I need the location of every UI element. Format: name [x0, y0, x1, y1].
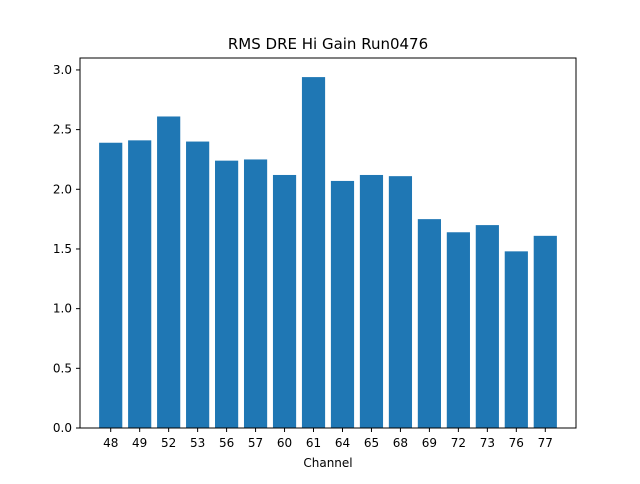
- bar-channel-57: [243, 159, 268, 428]
- x-tick-label: 73: [480, 436, 495, 450]
- bar-channel-76: [504, 251, 528, 428]
- y-tick-label: 2.5: [53, 123, 72, 137]
- bars-group: [99, 77, 557, 429]
- x-tick-label: 48: [103, 436, 118, 450]
- y-tick-label: 0.0: [53, 421, 72, 435]
- y-axis-ticks: 0.0 0.5 1.0 1.5 2.0 2.5 3.0: [53, 63, 80, 435]
- bar-channel-72: [446, 232, 470, 428]
- bar-channel-48: [99, 142, 123, 429]
- bar-channel-56: [215, 160, 239, 428]
- x-tick-label: 53: [190, 436, 205, 450]
- x-tick-label: 57: [248, 436, 263, 450]
- x-tick-label: 52: [161, 436, 176, 450]
- x-tick-label: 49: [132, 436, 147, 450]
- bar-channel-49: [128, 140, 152, 428]
- x-tick-label: 68: [393, 436, 408, 450]
- x-axis-label: Channel: [303, 456, 352, 470]
- bar-channel-64: [330, 180, 355, 428]
- y-tick-label: 1.0: [53, 302, 72, 316]
- bar-channel-61: [301, 77, 326, 428]
- x-tick-label: 65: [364, 436, 379, 450]
- y-tick-label: 2.0: [53, 182, 72, 196]
- bar-channel-68: [388, 176, 413, 428]
- x-tick-label: 61: [306, 436, 321, 450]
- bar-channel-60: [272, 174, 297, 428]
- x-tick-label: 72: [451, 436, 466, 450]
- y-tick-label: 3.0: [53, 63, 72, 77]
- bar-channel-69: [417, 219, 441, 428]
- bar-channel-73: [475, 225, 499, 428]
- x-tick-label: 64: [335, 436, 350, 450]
- bar-channel-65: [359, 174, 384, 428]
- x-tick-label: 56: [219, 436, 234, 450]
- chart-title: RMS DRE Hi Gain Run0476: [228, 35, 428, 53]
- bar-channel-52: [157, 116, 181, 428]
- bar-channel-53: [186, 141, 210, 429]
- y-tick-label: 0.5: [53, 361, 72, 375]
- x-tick-label: 77: [538, 436, 553, 450]
- plot-area-frame: [79, 57, 577, 429]
- y-tick-label: 1.5: [53, 242, 72, 256]
- x-tick-label: 69: [422, 436, 437, 450]
- x-tick-label: 76: [509, 436, 524, 450]
- x-axis-ticks: 48 49 52 53 56 57 60 61 64 65 68 69 72 73 76 77: [103, 428, 553, 450]
- bar-channel-77: [533, 235, 557, 428]
- x-tick-label: 60: [277, 436, 292, 450]
